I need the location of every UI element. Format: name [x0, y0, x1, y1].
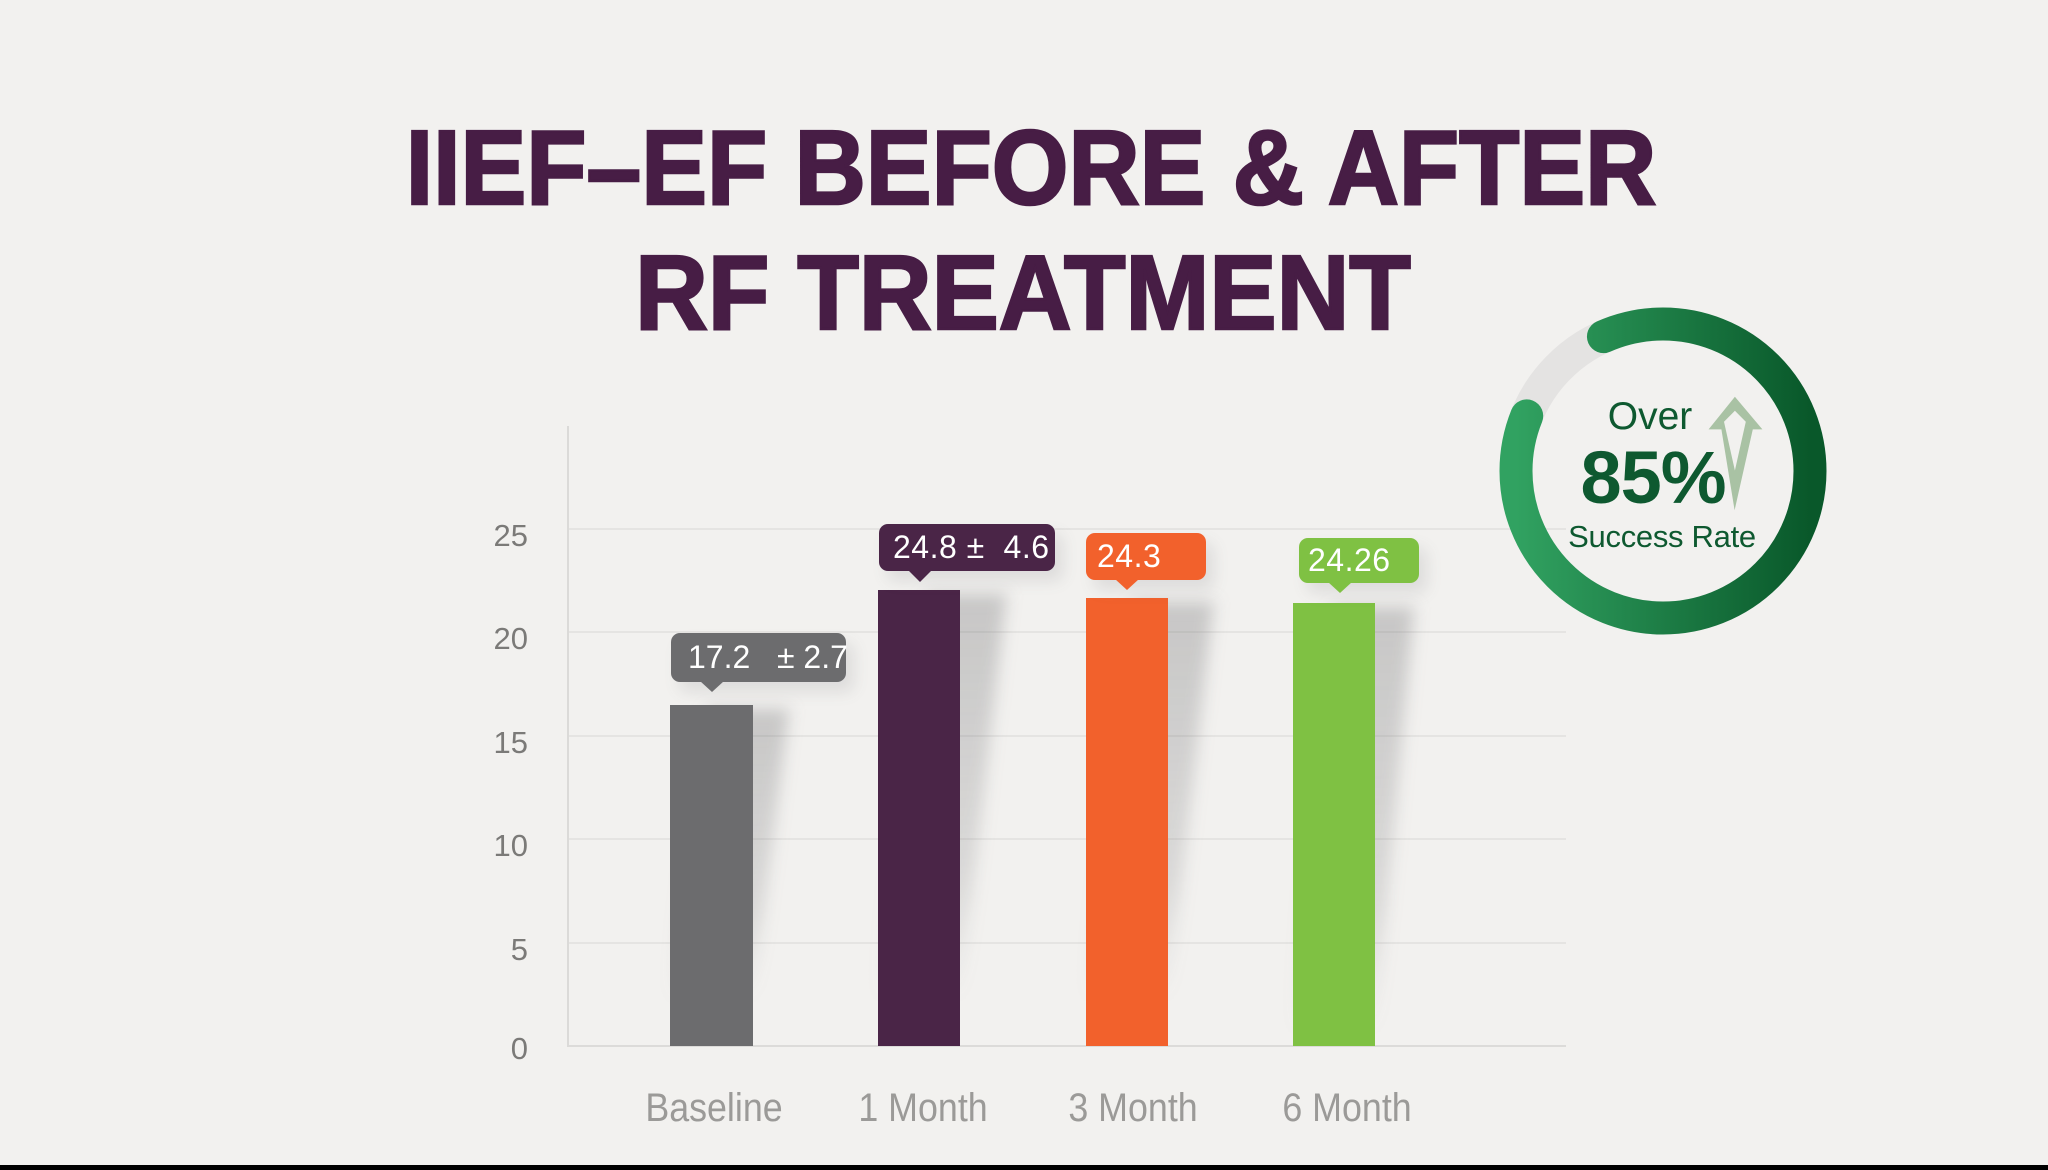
- svg-text:85%: 85%: [1580, 436, 1725, 519]
- svg-text:Over: Over: [1608, 395, 1693, 438]
- svg-text:Success Rate: Success Rate: [1568, 519, 1756, 554]
